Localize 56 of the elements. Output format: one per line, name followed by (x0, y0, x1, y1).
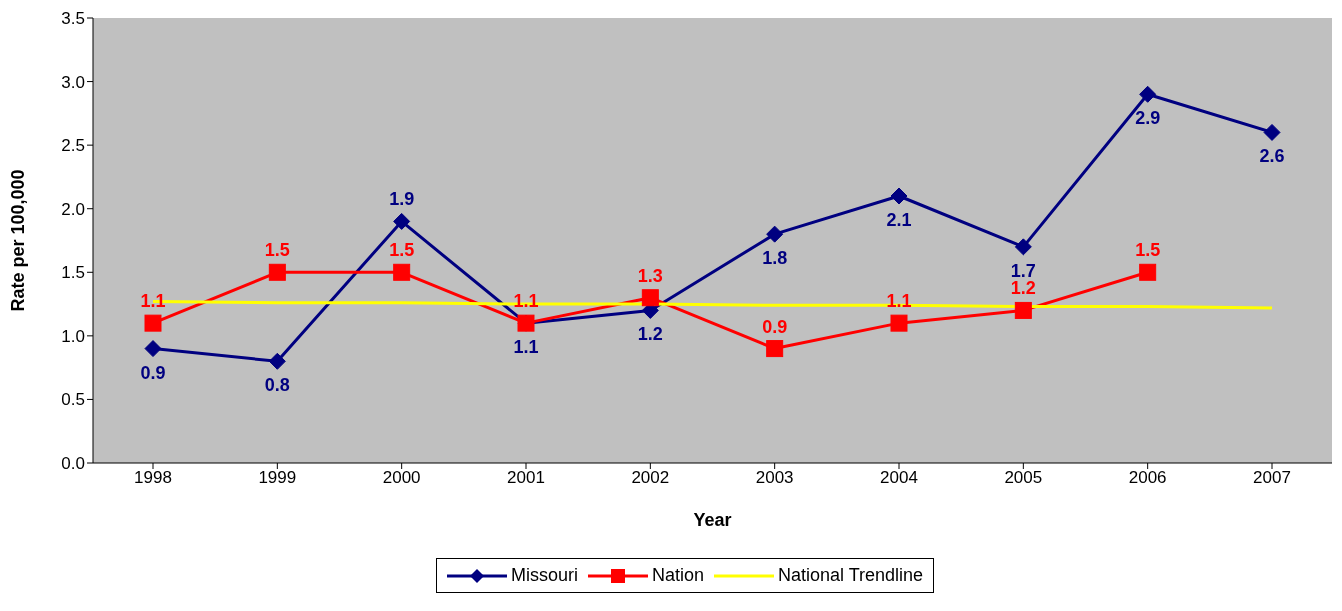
y-tick-label: 0.5 (61, 390, 85, 410)
y-tick-label: 2.5 (61, 136, 85, 156)
point (1139, 85, 1157, 103)
x-tick-label: 2003 (755, 468, 794, 488)
data-label: 1.5 (1135, 240, 1161, 261)
y-tick-label: 3.0 (61, 72, 85, 92)
point (393, 263, 411, 281)
point (268, 263, 286, 281)
x-tick-label: 2005 (1004, 468, 1043, 488)
data-label: 1.1 (513, 337, 539, 358)
y-tick-label: 2.0 (61, 199, 85, 219)
x-tick-label: 2002 (631, 468, 670, 488)
data-label: 0.9 (762, 316, 788, 337)
point (144, 340, 162, 358)
legend-label: Missouri (509, 565, 578, 586)
data-label: 1.1 (140, 291, 166, 312)
data-label: 1.8 (762, 248, 788, 269)
legend-label: Nation (650, 565, 704, 586)
data-label: 2.1 (886, 210, 912, 230)
point (766, 340, 784, 358)
data-label: 1.2 (637, 324, 663, 345)
y-tick-label: 3.5 (61, 9, 85, 29)
point (268, 352, 286, 370)
y-tick-label: 1.0 (61, 326, 85, 346)
data-label: 0.9 (140, 362, 166, 383)
x-axis-title: Year (693, 509, 732, 530)
data-label: 1.3 (637, 265, 663, 286)
x-tick-label: 2007 (1253, 468, 1291, 488)
y-axis-title: Rate per 100,000 (8, 169, 29, 312)
point (890, 314, 908, 332)
legend-label: National Trendline (776, 565, 924, 586)
y-tick-label: 0.0 (61, 454, 85, 474)
point (1263, 123, 1281, 141)
data-label: 1.5 (264, 240, 290, 261)
point (144, 314, 162, 332)
point (1014, 238, 1032, 256)
data-label: 2.9 (1135, 108, 1161, 129)
x-tick-label: 2006 (1128, 468, 1167, 488)
x-tick-label: 1999 (258, 468, 297, 488)
x-tick-label: 2001 (507, 468, 545, 488)
data-label: 1.2 (1010, 278, 1036, 299)
point (641, 289, 659, 307)
y-tick-label: 1.5 (61, 263, 85, 283)
data-label: 2.6 (1259, 146, 1285, 167)
point (890, 187, 908, 205)
point (766, 225, 784, 243)
data-label: 1.9 (389, 189, 415, 210)
x-tick-label: 2004 (880, 468, 918, 488)
point (1014, 301, 1032, 319)
point (393, 212, 411, 230)
point (1139, 263, 1157, 281)
x-tick-label: 2000 (382, 468, 421, 488)
x-tick-label: 1998 (134, 468, 172, 488)
data-label: 0.8 (264, 375, 290, 396)
data-label: 1.5 (389, 240, 415, 261)
data-label: 1.7 (1010, 260, 1036, 281)
